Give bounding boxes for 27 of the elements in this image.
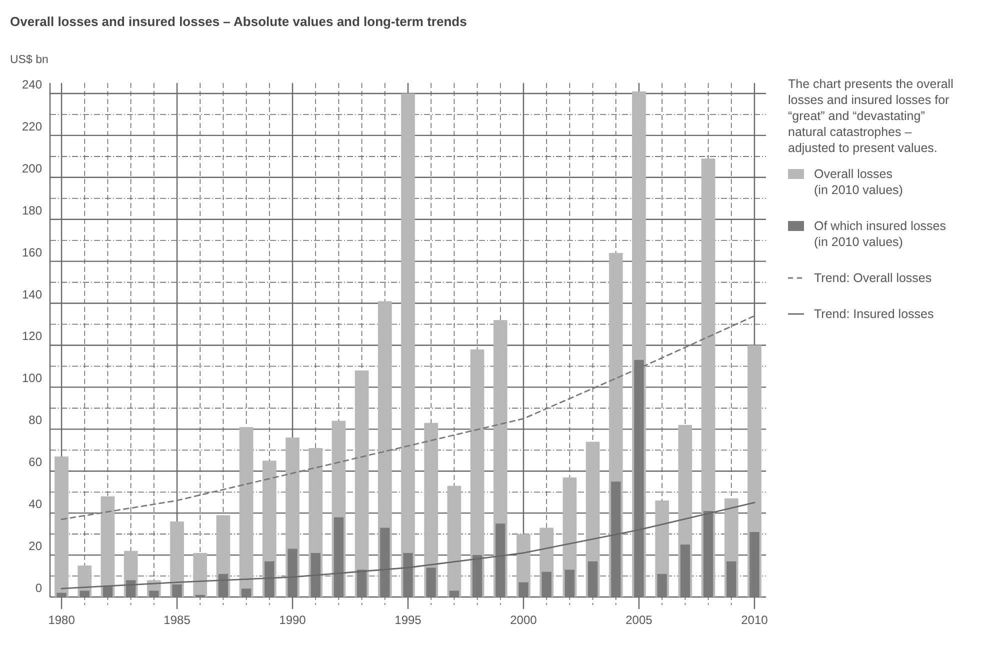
x-tick-label: 2005	[626, 613, 653, 627]
legend-label: Trend: Insured losses	[814, 307, 934, 321]
y-tick-label: 60	[28, 455, 42, 470]
y-tick-label: 140	[22, 287, 42, 302]
x-tick-label: 1980	[48, 613, 76, 627]
x-tick-label: 2010	[741, 613, 768, 627]
y-tick-label: 100	[22, 371, 42, 386]
y-tick-label: 20	[28, 539, 42, 554]
x-tick-label: 1985	[164, 613, 191, 627]
text: The chart presents the overall losses and insured losses for “great” and “devastating” natural catastrophes – adjusted to present values.	[788, 77, 954, 155]
x-tick-label: 1995	[394, 613, 422, 627]
y-tick-label: 120	[22, 329, 42, 344]
y-tick-label: 40	[28, 497, 42, 512]
legend-label: Trend: Overall losses	[814, 271, 932, 285]
y-tick-label: 220	[22, 119, 42, 134]
legend-label: Of which insured losses (in 2010 values)	[814, 219, 946, 249]
y-tick-label: 0	[35, 581, 42, 595]
x-tick-label: 2000	[510, 613, 538, 627]
y-tick-label: 80	[28, 413, 42, 428]
y-tick-label: 160	[22, 245, 42, 260]
y-axis-title: US$ bn	[10, 54, 48, 66]
y-tick-label: 180	[22, 203, 42, 218]
legend-label: Overall losses (in 2010 values)	[814, 167, 903, 197]
chart-title: Overall losses and insured losses – Absolute values and long-term trends	[10, 14, 467, 29]
y-tick-label: 200	[22, 161, 42, 176]
x-tick-label: 1990	[279, 613, 306, 627]
y-tick-label: 240	[22, 77, 42, 92]
